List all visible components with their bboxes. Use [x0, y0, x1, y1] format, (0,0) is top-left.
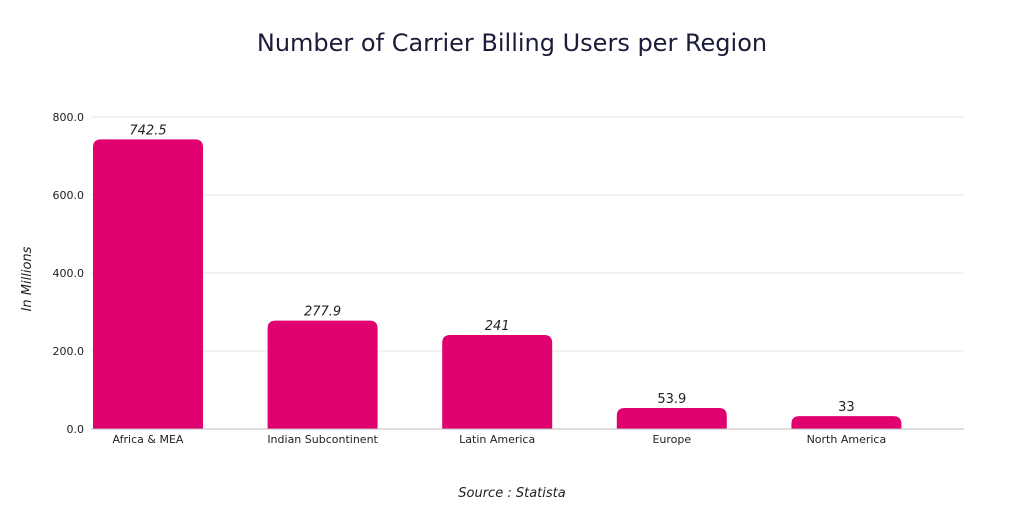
y-tick-label: 0.0	[67, 423, 85, 436]
y-axis-ticks: 0.0 200.0 400.0 600.0 800.0	[53, 111, 85, 436]
value-label: 33	[838, 400, 855, 415]
value-label: 742.5	[129, 123, 166, 138]
y-axis-label: In Millions	[20, 246, 35, 311]
x-category-label: Africa & MEA	[113, 433, 184, 446]
value-label: 277.9	[304, 305, 341, 320]
x-category-label: North America	[807, 433, 887, 446]
source-note: Source : Statista	[458, 486, 565, 501]
bar	[442, 335, 553, 429]
x-category-label: Latin America	[459, 433, 535, 446]
y-tick-label: 200.0	[53, 345, 85, 358]
value-label: 53.9	[657, 392, 686, 407]
y-tick-label: 400.0	[53, 267, 85, 280]
chart-title: Number of Carrier Billing Users per Regi…	[257, 29, 767, 57]
y-tick-label: 600.0	[53, 189, 85, 202]
value-labels: 742.5 277.9 241 53.9 33	[129, 123, 854, 415]
bar	[616, 407, 727, 429]
value-label: 241	[485, 319, 510, 334]
x-axis-categories: Africa & MEA Indian Subcontinent Latin Ame…	[113, 433, 887, 446]
bar	[267, 320, 378, 429]
x-category-label: Europe	[652, 433, 691, 446]
x-category-label: Indian Subcontinent	[267, 433, 378, 446]
bar	[93, 139, 203, 430]
bar	[791, 416, 902, 429]
gridlines	[91, 116, 964, 352]
y-tick-label: 800.0	[53, 111, 85, 124]
bars	[93, 139, 902, 430]
